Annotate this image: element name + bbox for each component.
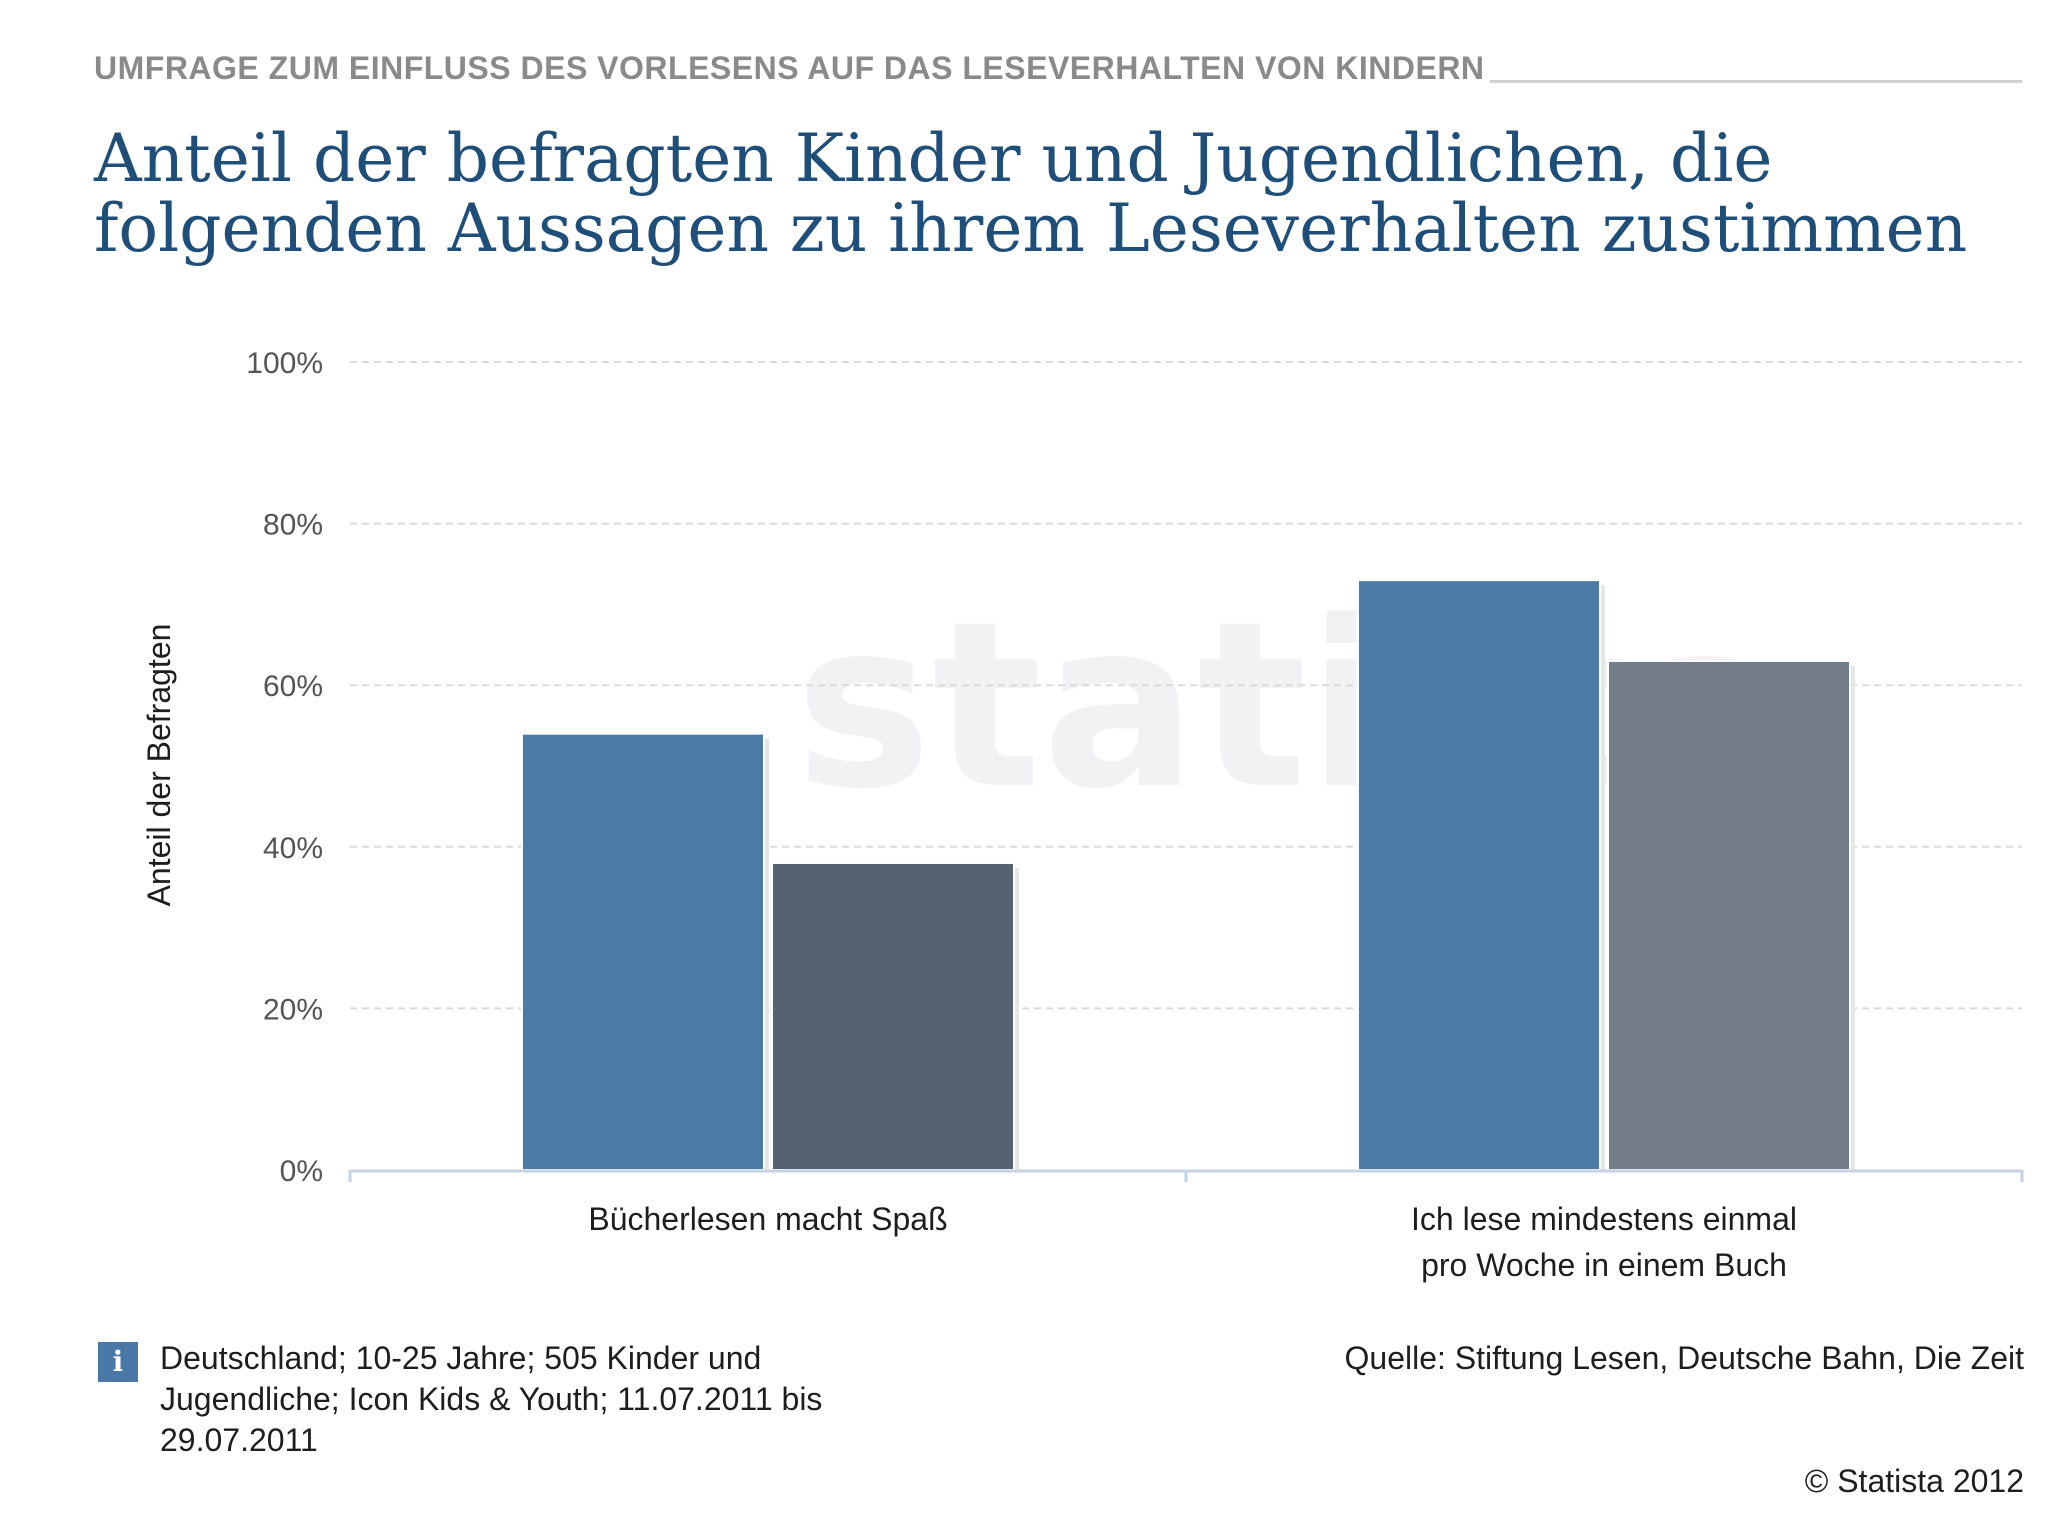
chart-title: Anteil der befragten Kinder und Jugendli… xyxy=(94,120,1968,267)
supertitle-divider xyxy=(1490,80,2022,83)
x-tick-label: Bücherlesen macht Spaß xyxy=(588,1201,947,1237)
y-tick-label: 80% xyxy=(263,509,323,542)
x-tick-label: Ich lese mindestens einmal pro Woche in e… xyxy=(1411,1201,1797,1283)
x-tick-label-line: Ich lese mindestens einmal xyxy=(1411,1201,1797,1237)
source-note: Quelle: Stiftung Lesen, Deutsche Bahn, D… xyxy=(1344,1340,2025,1376)
y-tick-label: 0% xyxy=(280,1155,323,1188)
bar xyxy=(1357,579,1601,1171)
y-tick-label: 20% xyxy=(263,993,323,1026)
y-tick-label: 100% xyxy=(246,347,323,380)
copyright-note: © Statista 2012 xyxy=(1804,1463,2024,1499)
x-tick-label-line: Bücherlesen macht Spaß xyxy=(588,1201,947,1237)
x-axis-labels: Bücherlesen macht Spaß Ich lese mindesten… xyxy=(588,1201,1797,1283)
y-axis-label: Anteil der Befragten xyxy=(141,624,177,907)
bar xyxy=(521,732,765,1171)
survey-details-note: Deutschland; 10-25 Jahre; 505 Kinder und… xyxy=(160,1340,823,1458)
x-axis xyxy=(348,1169,2024,1182)
info-icon[interactable]: i xyxy=(98,1342,138,1382)
bar xyxy=(771,861,1015,1172)
chart-supertitle: UMFRAGE ZUM EINFLUSS DES VORLESENS AUF D… xyxy=(94,50,1485,86)
y-tick-label: 60% xyxy=(263,670,323,703)
bar xyxy=(1607,659,1851,1172)
y-axis-ticks: 0% 20% 40% 60% 80% 100% xyxy=(246,347,323,1188)
x-tick-label-line: pro Woche in einem Buch xyxy=(1421,1247,1787,1283)
y-tick-label: 40% xyxy=(263,832,323,865)
